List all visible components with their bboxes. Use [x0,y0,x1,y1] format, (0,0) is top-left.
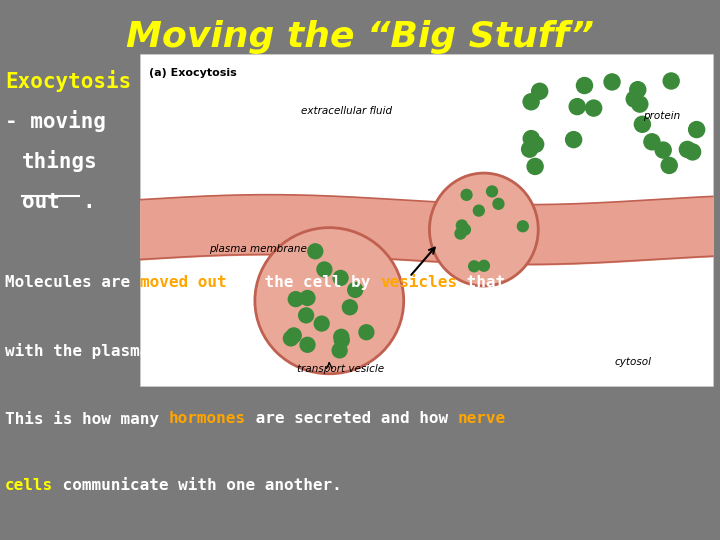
Text: Molecules are: Molecules are [5,275,140,290]
Circle shape [287,328,301,343]
Circle shape [469,261,480,272]
Text: Exocytosis: Exocytosis [5,70,131,92]
Circle shape [334,329,348,345]
Text: - moving: - moving [5,110,106,132]
Circle shape [459,224,470,235]
Circle shape [655,142,671,158]
Circle shape [343,300,357,315]
Circle shape [487,186,498,197]
Circle shape [570,99,585,114]
Text: with the plasma membrane.: with the plasma membrane. [5,343,246,359]
Circle shape [317,262,332,277]
Text: of the cell by: of the cell by [226,275,380,290]
Circle shape [455,228,466,239]
Text: that fuse: that fuse [457,275,554,290]
Circle shape [523,94,539,110]
Text: hormones: hormones [168,411,246,426]
Text: transport vesicle: transport vesicle [297,364,384,375]
Circle shape [473,205,485,216]
Ellipse shape [255,228,404,374]
Circle shape [308,244,323,259]
Circle shape [523,131,539,147]
Text: are secreted and how: are secreted and how [246,411,457,426]
Text: out: out [22,192,60,212]
Text: vesicles: vesicles [380,275,457,290]
Circle shape [521,141,538,157]
Circle shape [314,316,329,331]
Circle shape [531,83,548,99]
Text: protein: protein [643,111,680,120]
Text: cytosol: cytosol [614,357,651,367]
Circle shape [284,331,298,346]
Circle shape [585,100,602,116]
Circle shape [644,134,660,150]
Circle shape [333,271,348,285]
Text: things: things [22,150,98,172]
Text: This is how many: This is how many [5,411,168,427]
Circle shape [631,96,648,112]
Circle shape [332,343,347,358]
Text: cells: cells [5,478,53,493]
Circle shape [661,157,678,173]
Circle shape [359,325,374,340]
Circle shape [604,74,620,90]
Circle shape [479,260,490,271]
Circle shape [528,136,544,152]
Text: plasma membrane: plasma membrane [209,244,307,253]
Circle shape [300,338,315,352]
Text: nerve: nerve [457,411,505,426]
Circle shape [334,333,349,348]
Circle shape [685,144,701,160]
Circle shape [288,292,303,307]
Circle shape [299,308,313,323]
Circle shape [634,116,650,132]
Circle shape [663,73,679,89]
Circle shape [577,78,593,93]
Circle shape [518,221,528,232]
Text: communicate with one another.: communicate with one another. [53,478,342,493]
Text: extracellular fluid: extracellular fluid [301,106,392,116]
Circle shape [630,82,646,98]
Circle shape [688,122,705,138]
Circle shape [680,141,696,158]
Circle shape [300,291,315,306]
Circle shape [348,282,363,298]
Circle shape [461,190,472,200]
Bar [140,54,713,386]
Text: moved out: moved out [140,275,226,290]
Text: Moving the “Big Stuff”: Moving the “Big Stuff” [126,20,594,54]
Text: .: . [82,192,94,212]
Circle shape [626,91,642,107]
Text: (a) Exocytosis: (a) Exocytosis [149,68,237,78]
Ellipse shape [429,173,539,286]
Circle shape [527,158,543,174]
Circle shape [566,132,582,147]
Circle shape [456,220,467,231]
Circle shape [493,198,504,210]
